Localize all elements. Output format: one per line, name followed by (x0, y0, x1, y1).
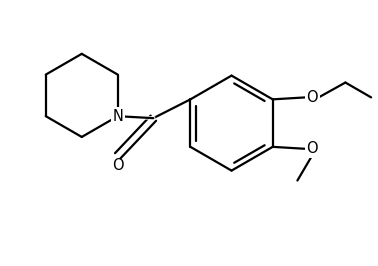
Text: O: O (307, 90, 318, 105)
Text: N: N (112, 109, 123, 124)
Text: O: O (307, 141, 318, 156)
Text: O: O (112, 158, 124, 173)
